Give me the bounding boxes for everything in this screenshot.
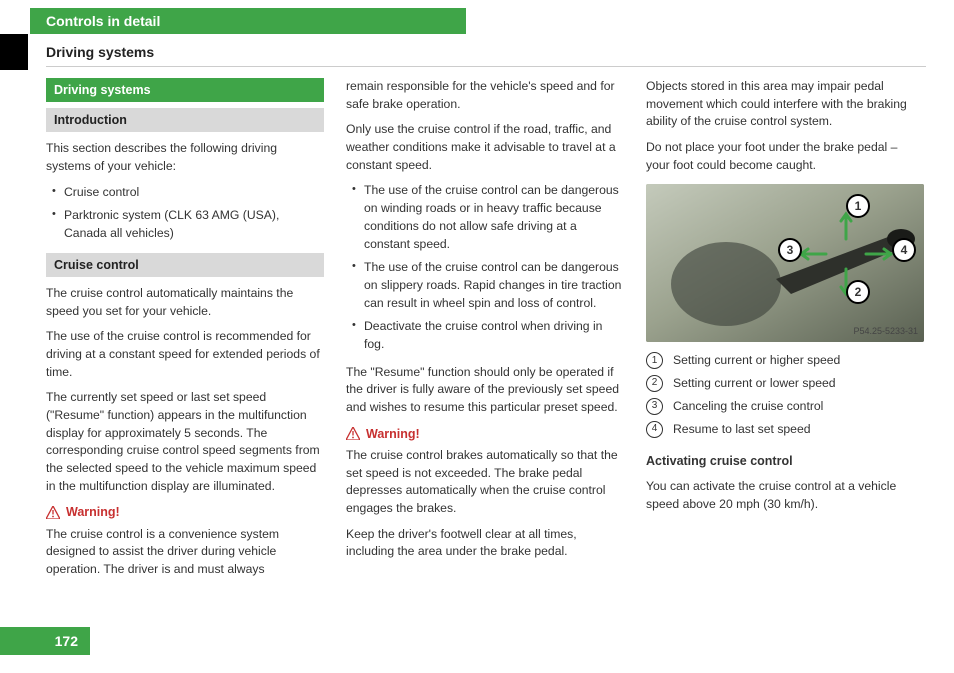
activating-text: You can activate the cruise control at a…	[646, 478, 924, 513]
warning-1-text: The cruise control is a convenience syst…	[46, 526, 324, 579]
legend-num-4: 4	[646, 421, 663, 438]
column-1: Driving systems Introduction This sectio…	[46, 78, 324, 587]
col2-p3: The "Resume" function should only be ope…	[346, 364, 624, 417]
cruise-stalk-figure: 1 2 3 4 P54.25-5233-31	[646, 184, 924, 342]
warning-1-label: Warning!	[66, 503, 120, 521]
legend-text-3: Canceling the cruise control	[673, 398, 823, 416]
content-columns: Driving systems Introduction This sectio…	[46, 78, 926, 587]
cruise-p3: The currently set speed or last set spee…	[46, 389, 324, 495]
warning-2-p2: Keep the driver's footwell clear at all …	[346, 526, 624, 561]
warning-icon	[346, 427, 360, 440]
warning-1: Warning! The cruise control is a conveni…	[46, 503, 324, 578]
warning-2-label: Warning!	[366, 425, 420, 443]
warning-icon	[46, 506, 60, 519]
col2-p2: Only use the cruise control if the road,…	[346, 121, 624, 174]
list-item: The use of the cruise control can be dan…	[352, 182, 624, 253]
intro-text: This section describes the following dri…	[46, 140, 324, 175]
legend-item: 2 Setting current or lower speed	[646, 375, 924, 393]
list-item: Parktronic system (CLK 63 AMG (USA), Can…	[52, 207, 324, 242]
intro-bullets: Cruise control Parktronic system (CLK 63…	[46, 184, 324, 243]
chapter-title: Controls in detail	[46, 13, 160, 29]
column-2: remain responsible for the vehicle's spe…	[346, 78, 624, 587]
page-number: 172	[0, 627, 90, 655]
column-3: Objects stored in this area may impair p…	[646, 78, 924, 587]
side-tab	[0, 34, 28, 70]
legend-item: 1 Setting current or higher speed	[646, 352, 924, 370]
chapter-header: Controls in detail	[30, 8, 466, 34]
introduction-heading: Introduction	[46, 108, 324, 132]
legend-item: 4 Resume to last set speed	[646, 421, 924, 439]
legend-num-1: 1	[646, 352, 663, 369]
col2-p1: remain responsible for the vehicle's spe…	[346, 78, 624, 113]
cruise-p2: The use of the cruise control is recomme…	[46, 328, 324, 381]
warning-2-p1: The cruise control brakes automatically …	[346, 447, 624, 518]
activating-heading: Activating cruise control	[646, 452, 924, 470]
warning-2: Warning! The cruise control brakes autom…	[346, 425, 624, 561]
page-number-text: 172	[55, 633, 78, 649]
col3-p1: Objects stored in this area may impair p…	[646, 78, 924, 131]
driving-systems-heading: Driving systems	[46, 78, 324, 102]
col2-bullets: The use of the cruise control can be dan…	[346, 182, 624, 353]
legend-num-3: 3	[646, 398, 663, 415]
cruise-control-heading: Cruise control	[46, 253, 324, 277]
legend-text-1: Setting current or higher speed	[673, 352, 840, 370]
legend-text-2: Setting current or lower speed	[673, 375, 836, 393]
figure-label: P54.25-5233-31	[853, 325, 918, 338]
warning-1-title: Warning!	[46, 503, 324, 521]
figure-svg	[646, 184, 924, 342]
figure-legend: 1 Setting current or higher speed 2 Settin…	[646, 352, 924, 438]
cruise-p1: The cruise control automatically maintai…	[46, 285, 324, 320]
list-item: The use of the cruise control can be dan…	[352, 259, 624, 312]
section-divider	[46, 66, 926, 67]
legend-text-4: Resume to last set speed	[673, 421, 811, 439]
warning-2-title: Warning!	[346, 425, 624, 443]
col3-p2: Do not place your foot under the brake p…	[646, 139, 924, 174]
list-item: Cruise control	[52, 184, 324, 202]
legend-item: 3 Canceling the cruise control	[646, 398, 924, 416]
legend-num-2: 2	[646, 375, 663, 392]
list-item: Deactivate the cruise control when drivi…	[352, 318, 624, 353]
section-title: Driving systems	[46, 44, 154, 60]
